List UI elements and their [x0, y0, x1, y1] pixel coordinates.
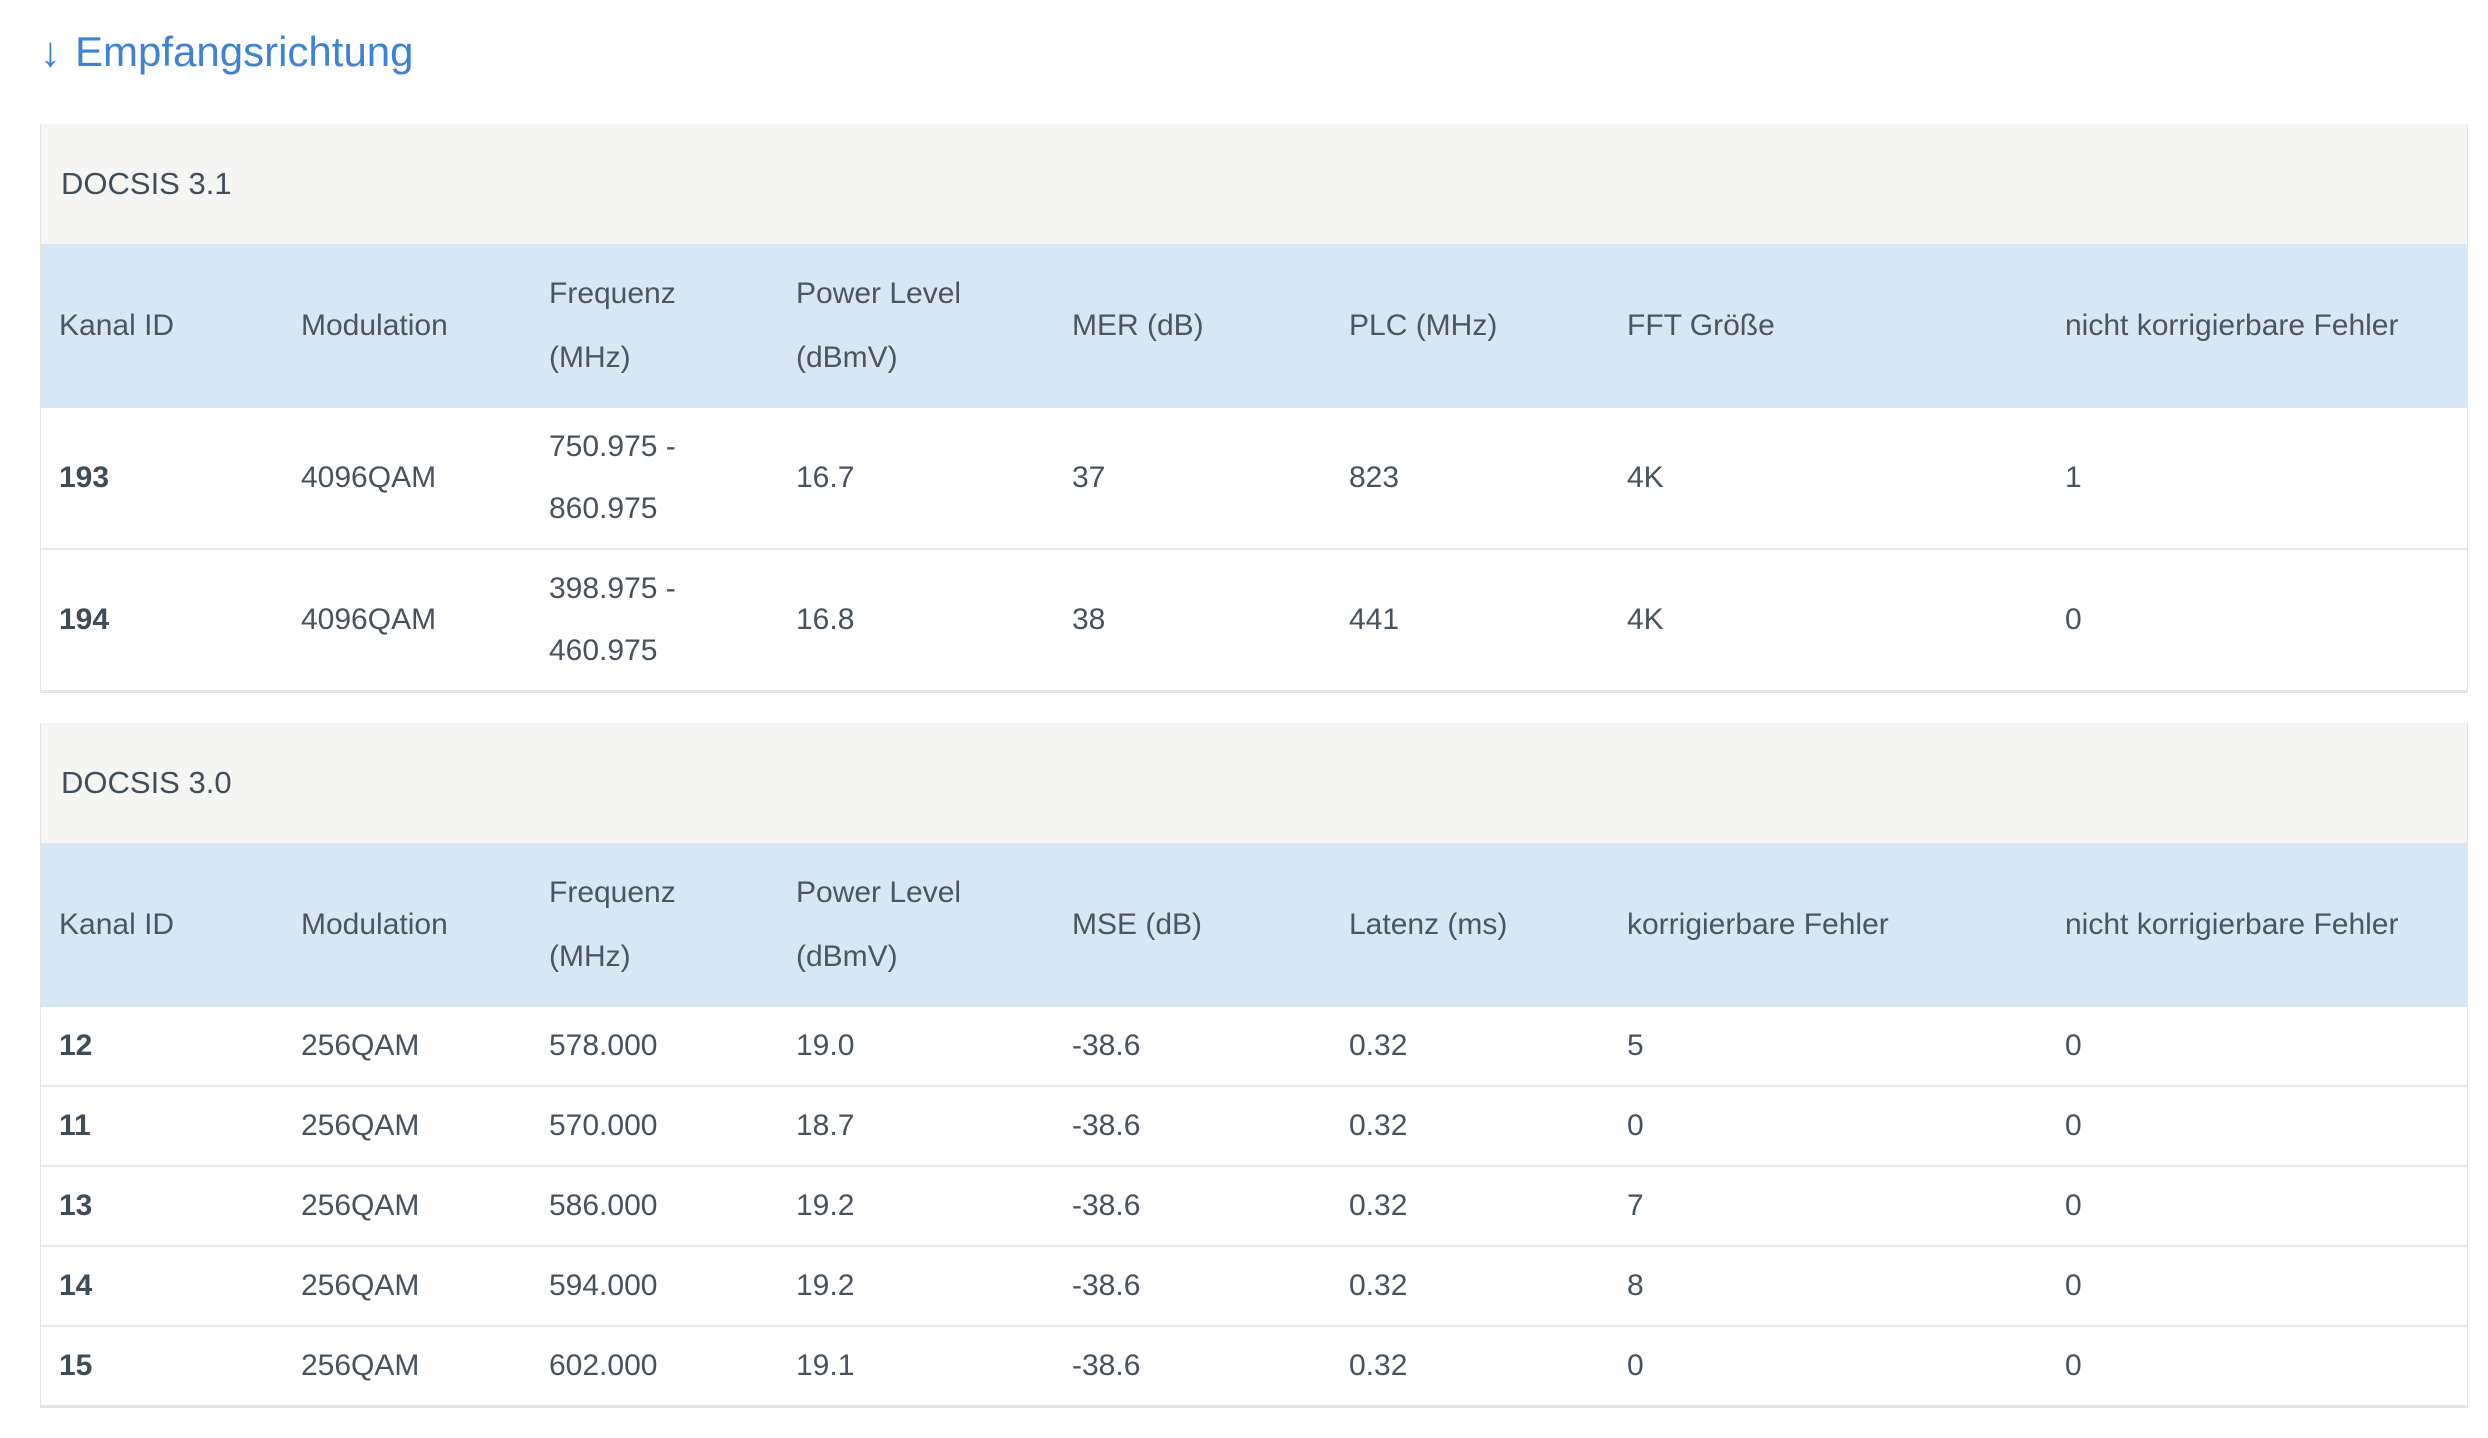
table-cell: 19.2: [778, 1246, 1054, 1327]
table-cell: 398.975 - 460.975: [531, 549, 778, 692]
column-header: MER (dB): [1054, 244, 1331, 408]
table-cell: 37: [1054, 408, 1331, 550]
table-cell: 16.8: [778, 549, 1054, 692]
table-cell: -38.6: [1054, 1086, 1331, 1167]
section-header-docsis-31: DOCSIS 3.1: [41, 124, 2467, 244]
table-cell: 256QAM: [283, 1086, 531, 1167]
column-header: nicht korrigierbare Fehler: [2047, 244, 2467, 408]
table-row: 12 256QAM 578.000 19.0 -38.6 0.32 5 0: [41, 1007, 2467, 1087]
column-header: PLC (MHz): [1331, 244, 1609, 408]
column-header: Power Level (dBmV): [778, 244, 1054, 408]
column-header: FFT Größe: [1609, 244, 2047, 408]
table-cell: -38.6: [1054, 1326, 1331, 1407]
table-row: 194 4096QAM 398.975 - 460.975 16.8 38 441 4K 0: [41, 549, 2467, 692]
column-header: Kanal ID: [41, 843, 283, 1007]
column-header: MSE (dB): [1054, 843, 1331, 1007]
table-cell: 256QAM: [283, 1326, 531, 1407]
table-cell: -38.6: [1054, 1166, 1331, 1247]
table-cell: 18.7: [778, 1086, 1054, 1167]
table-cell: 5: [1609, 1007, 2047, 1087]
table-cell: 441: [1331, 549, 1609, 692]
docsis-30-table: Kanal ID Modulation Frequenz (MHz) Power Le…: [41, 843, 2467, 1407]
docsis-31-table: Kanal ID Modulation Frequenz (MHz) Power Le…: [41, 244, 2467, 692]
table-cell: 16.7: [778, 408, 1054, 550]
column-header: Kanal ID: [41, 244, 283, 408]
channel-id-cell: 193: [41, 408, 283, 550]
column-header: Frequenz (MHz): [531, 843, 778, 1007]
table-cell: 19.2: [778, 1166, 1054, 1247]
column-header: Frequenz (MHz): [531, 244, 778, 408]
page-title[interactable]: ↓ Empfangsrichtung: [40, 24, 2488, 80]
channel-id-cell: 14: [41, 1246, 283, 1327]
docsis-30-section: DOCSIS 3.0 Kanal ID Modulation Frequenz (M…: [40, 723, 2468, 1408]
table-cell: 570.000: [531, 1086, 778, 1167]
column-header: Modulation: [283, 843, 531, 1007]
docsis-31-section: DOCSIS 3.1 Kanal ID Modulation Frequenz (M…: [40, 124, 2468, 693]
table-cell: 256QAM: [283, 1246, 531, 1327]
table-cell: 4096QAM: [283, 408, 531, 550]
table-row: 11 256QAM 570.000 18.7 -38.6 0.32 0 0: [41, 1086, 2467, 1167]
table-cell: 823: [1331, 408, 1609, 550]
table-cell: 0.32: [1331, 1246, 1609, 1327]
table-row: 15 256QAM 602.000 19.1 -38.6 0.32 0 0: [41, 1326, 2467, 1407]
column-header: Modulation: [283, 244, 531, 408]
table-cell: 256QAM: [283, 1166, 531, 1247]
down-arrow-icon: ↓: [40, 28, 61, 75]
table-cell: 8: [1609, 1246, 2047, 1327]
table-cell: 0: [1609, 1086, 2047, 1167]
table-cell: 0: [2047, 1007, 2467, 1087]
table-cell: 0.32: [1331, 1326, 1609, 1407]
table-cell: 0: [2047, 1246, 2467, 1327]
table-cell: 0.32: [1331, 1086, 1609, 1167]
table-cell: 0: [2047, 549, 2467, 692]
table-cell: 0.32: [1331, 1007, 1609, 1087]
table-cell: 19.0: [778, 1007, 1054, 1087]
table-cell: 0.32: [1331, 1166, 1609, 1247]
page-title-label: Empfangsrichtung: [75, 28, 414, 75]
channel-id-cell: 11: [41, 1086, 283, 1167]
table-cell: 256QAM: [283, 1007, 531, 1087]
channel-id-cell: 15: [41, 1326, 283, 1407]
column-header: korrigierbare Fehler: [1609, 843, 2047, 1007]
table-cell: 594.000: [531, 1246, 778, 1327]
table-cell: 0: [1609, 1326, 2047, 1407]
column-header: Latenz (ms): [1331, 843, 1609, 1007]
table-cell: 0: [2047, 1086, 2467, 1167]
table-cell: 4K: [1609, 408, 2047, 550]
column-header: Power Level (dBmV): [778, 843, 1054, 1007]
table-cell: 602.000: [531, 1326, 778, 1407]
channel-id-cell: 194: [41, 549, 283, 692]
table-row: 14 256QAM 594.000 19.2 -38.6 0.32 8 0: [41, 1246, 2467, 1327]
table-cell: -38.6: [1054, 1246, 1331, 1327]
table-cell: 586.000: [531, 1166, 778, 1247]
table-row: 193 4096QAM 750.975 - 860.975 16.7 37 823 4K 1: [41, 408, 2467, 550]
table-cell: 19.1: [778, 1326, 1054, 1407]
table-cell: 38: [1054, 549, 1331, 692]
table-cell: 750.975 - 860.975: [531, 408, 778, 550]
table-cell: -38.6: [1054, 1007, 1331, 1087]
table-cell: 1: [2047, 408, 2467, 550]
table-cell: 7: [1609, 1166, 2047, 1247]
column-header: nicht korrigierbare Fehler: [2047, 843, 2467, 1007]
table-cell: 0: [2047, 1326, 2467, 1407]
table-row: 13 256QAM 586.000 19.2 -38.6 0.32 7 0: [41, 1166, 2467, 1247]
table-cell: 0: [2047, 1166, 2467, 1247]
table-cell: 578.000: [531, 1007, 778, 1087]
table-header-row: Kanal ID Modulation Frequenz (MHz) Power Le…: [41, 843, 2467, 1007]
table-cell: 4096QAM: [283, 549, 531, 692]
channel-id-cell: 13: [41, 1166, 283, 1247]
channel-id-cell: 12: [41, 1007, 283, 1087]
table-header-row: Kanal ID Modulation Frequenz (MHz) Power Le…: [41, 244, 2467, 408]
table-cell: 4K: [1609, 549, 2047, 692]
section-header-docsis-30: DOCSIS 3.0: [41, 723, 2467, 843]
